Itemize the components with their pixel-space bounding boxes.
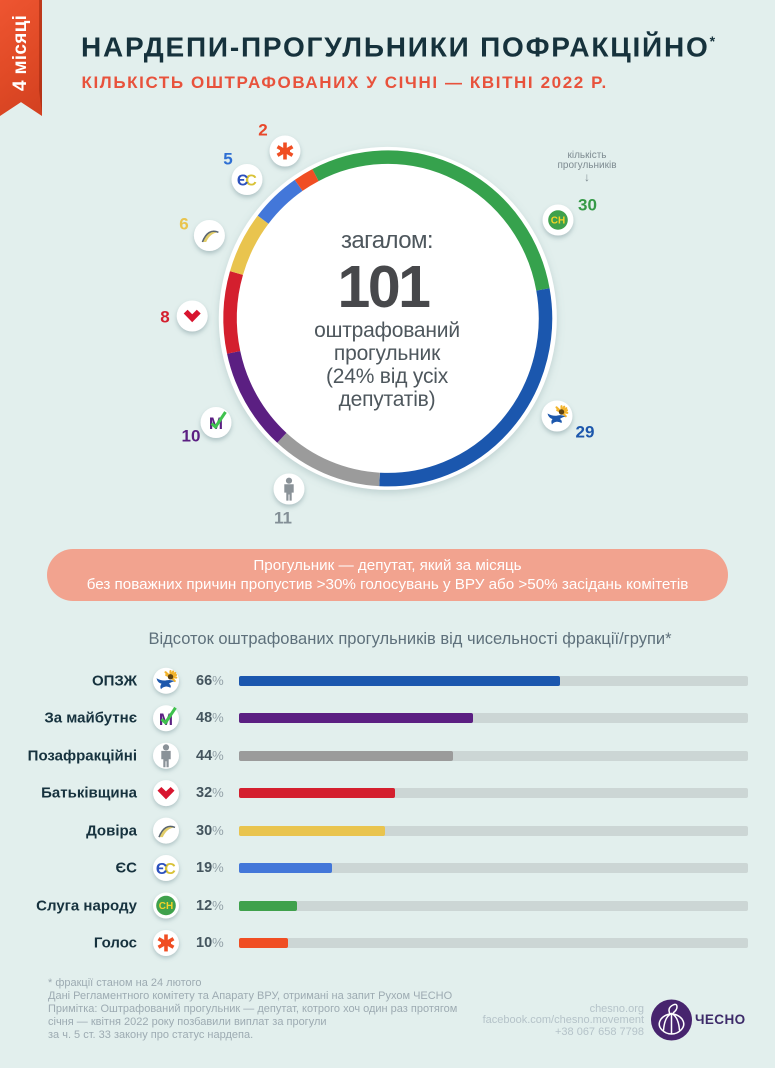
svg-text:СН: СН [551, 216, 565, 227]
svg-text:С: С [245, 173, 257, 190]
svg-text:Є: Є [237, 173, 248, 190]
